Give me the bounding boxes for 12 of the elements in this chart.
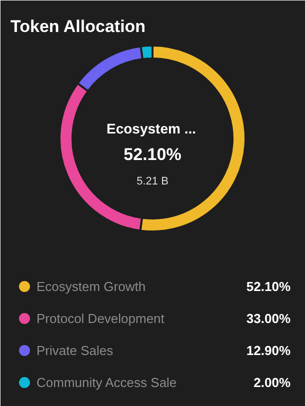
data-label: 52.10% [246, 279, 291, 294]
text: 52.10% [124, 145, 182, 164]
legend-label: Community Access Sale [36, 375, 177, 390]
chart-title: Token Allocation [10, 17, 146, 36]
data-label: 12.90% [246, 343, 291, 358]
data-label: 2.00% [254, 375, 291, 390]
text: Ecosystem ... [106, 120, 196, 136]
text: 5.21 B [136, 176, 168, 188]
legend-label: Ecosystem Growth [36, 279, 146, 294]
data-label: 33.00% [246, 311, 291, 326]
legend-label: Protocol Development [36, 311, 165, 326]
legend-label: Private Sales [36, 343, 114, 358]
